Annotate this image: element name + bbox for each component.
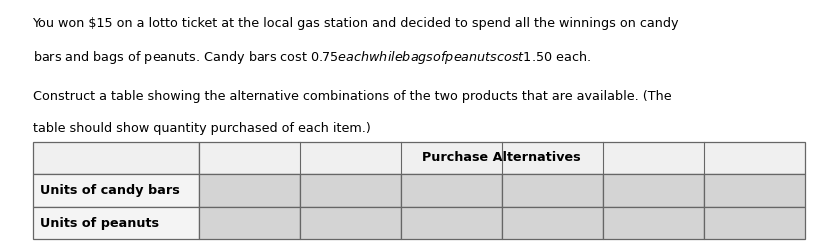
Bar [198, 174, 300, 207]
Bar [502, 207, 602, 239]
Text: Purchase Alternatives: Purchase Alternatives [423, 151, 581, 164]
Bar [502, 174, 602, 207]
Bar [33, 142, 198, 174]
Text: Units of candy bars: Units of candy bars [40, 184, 180, 197]
Bar [704, 207, 805, 239]
Bar [300, 207, 401, 239]
Bar [602, 174, 704, 207]
Text: Construct a table showing the alternative combinations of the two products that : Construct a table showing the alternativ… [33, 90, 672, 103]
Bar [33, 207, 198, 239]
Bar [33, 174, 198, 207]
Bar [198, 207, 300, 239]
Bar [401, 174, 502, 207]
Text: table should show quantity purchased of each item.): table should show quantity purchased of … [33, 122, 370, 135]
Bar [198, 142, 805, 174]
Bar [602, 207, 704, 239]
Bar [704, 174, 805, 207]
Text: Units of peanuts: Units of peanuts [40, 216, 159, 230]
Bar [401, 207, 502, 239]
Text: bars and bags of peanuts. Candy bars cost $0.75 each while bags of peanuts cost : bars and bags of peanuts. Candy bars cos… [33, 49, 590, 66]
Bar [300, 174, 401, 207]
Text: You won $15 on a lotto ticket at the local gas station and decided to spend all : You won $15 on a lotto ticket at the loc… [33, 17, 679, 30]
